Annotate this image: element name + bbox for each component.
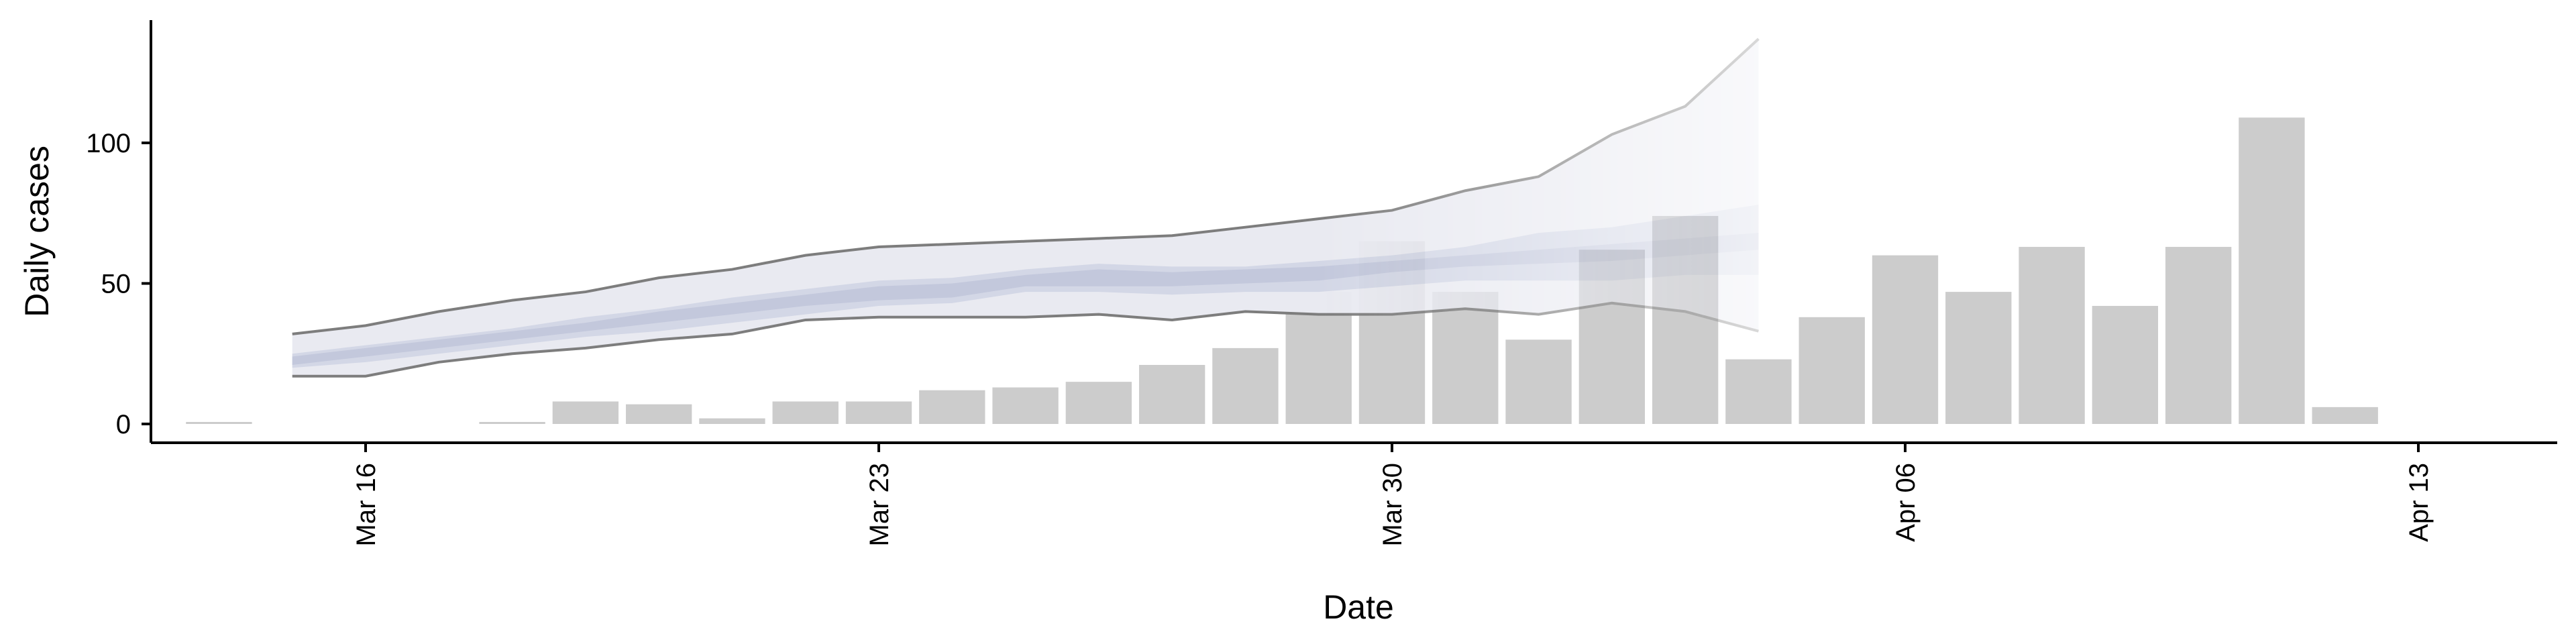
x-tick-label: Mar 23 <box>865 463 894 547</box>
bar <box>919 390 985 424</box>
bar <box>1432 292 1499 424</box>
bar <box>772 401 839 424</box>
lower-bound-line <box>292 301 1759 378</box>
bar <box>1799 317 1865 424</box>
bar <box>552 401 619 424</box>
bar <box>699 418 765 424</box>
forecast-bands <box>292 38 1760 378</box>
x-tick-label: Mar 16 <box>352 463 381 547</box>
bar <box>845 401 912 424</box>
bar <box>1212 347 1279 424</box>
x-axis-ticks: Mar 16 Mar 23 Mar 30 Apr 06 Apr 13 <box>352 443 2434 547</box>
x-tick-label: Mar 30 <box>1378 463 1407 547</box>
x-tick-label: Apr 13 <box>2404 463 2434 542</box>
upper-bound-line <box>292 38 1760 335</box>
x-axis-title: Date <box>1323 588 1394 626</box>
bar <box>1138 365 1205 424</box>
bar <box>186 422 252 424</box>
y-tick-label: 0 <box>116 410 131 439</box>
bar <box>1505 339 1572 424</box>
bar <box>1872 255 1939 424</box>
y-tick-label: 50 <box>101 270 131 299</box>
bar <box>2165 247 2232 424</box>
core-band <box>292 233 1759 366</box>
bar <box>1065 382 1132 424</box>
bar <box>1725 359 1792 424</box>
axes: 0 50 100 Mar 16 Mar 23 Mar 30 Apr 06 Apr 13 <box>86 20 2557 547</box>
x-tick-label: Apr 06 <box>1891 463 1921 542</box>
bar <box>2239 117 2305 425</box>
bar <box>479 422 545 424</box>
bar <box>992 387 1059 424</box>
outer-band <box>292 38 1759 376</box>
bar <box>2019 247 2085 424</box>
bar <box>1945 292 2012 424</box>
bar <box>625 404 692 424</box>
bar <box>2312 407 2378 424</box>
bar <box>2092 306 2159 424</box>
y-axis-ticks: 0 50 100 <box>86 129 151 439</box>
bar-series <box>186 117 2378 425</box>
y-tick-label: 100 <box>86 129 131 158</box>
y-axis-title: Daily cases <box>18 146 56 317</box>
